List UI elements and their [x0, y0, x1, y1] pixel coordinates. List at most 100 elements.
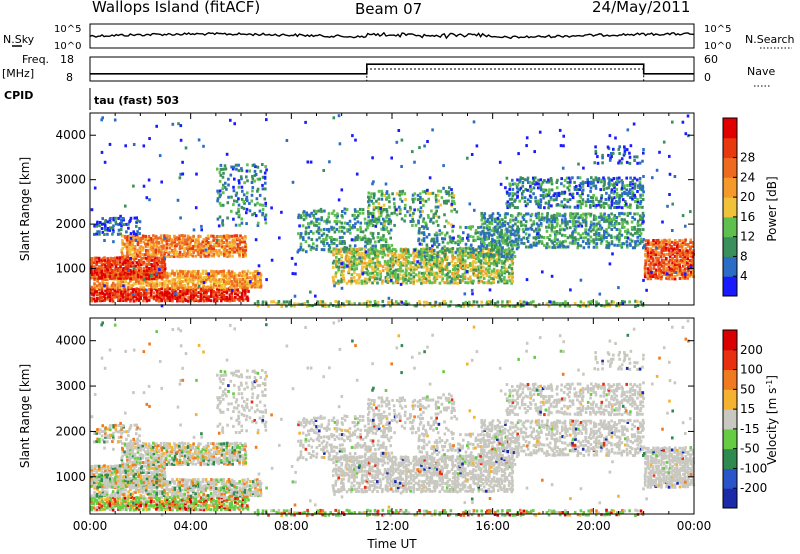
power-cell [412, 267, 416, 271]
power-cell [490, 222, 494, 226]
power-cell [113, 295, 117, 299]
power-cell [332, 281, 336, 285]
power-cell [119, 297, 123, 301]
power-cell [391, 265, 394, 269]
power-cell [631, 186, 635, 190]
power-cell [184, 272, 188, 276]
power-cell [579, 300, 583, 304]
power-cell [592, 202, 595, 206]
power-cell [621, 300, 624, 303]
power-cell [293, 304, 296, 308]
power-cell [141, 234, 145, 238]
power-cell [299, 245, 303, 249]
power-cell [592, 181, 595, 184]
power-cell [249, 280, 252, 284]
power-cell [251, 175, 254, 178]
power-cell [358, 302, 361, 306]
power-cell [541, 180, 545, 184]
power-cell [93, 270, 97, 274]
power-cell [671, 277, 674, 281]
power-cell [526, 212, 530, 216]
power-cell [444, 190, 448, 194]
power-cell [500, 255, 504, 259]
power-cell [584, 222, 588, 226]
power-cell [119, 293, 123, 297]
power-cell [358, 211, 362, 215]
power-cell [623, 184, 626, 188]
power-cell [566, 198, 569, 202]
power-cell [119, 218, 123, 222]
power-cell [565, 205, 569, 209]
power-cell [615, 219, 618, 223]
power-cell [231, 238, 235, 242]
power-cell [111, 228, 115, 232]
power-cell [306, 301, 310, 305]
power-cell [600, 194, 604, 198]
power-cell [459, 259, 462, 263]
power-cell [226, 216, 229, 220]
power-cell [170, 279, 174, 283]
power-cell [153, 267, 157, 271]
power-cell [389, 236, 392, 240]
power-cell [209, 279, 212, 283]
power-cell [634, 231, 637, 235]
power-cell [267, 304, 270, 308]
power-cell [553, 226, 556, 230]
power-cell [315, 230, 319, 234]
power-cell [684, 249, 688, 253]
power-cell [404, 198, 407, 202]
power-cell [386, 273, 390, 277]
power-cell [122, 274, 126, 278]
power-cell [517, 239, 520, 243]
power-cell [358, 273, 361, 277]
power-cell [285, 139, 289, 142]
power-cell [610, 190, 613, 194]
power-cell [593, 214, 596, 218]
power-cell [173, 244, 177, 248]
power-cell [192, 295, 196, 299]
power-cell [498, 234, 502, 237]
power-cell [418, 277, 421, 281]
power-cell [539, 188, 543, 192]
power-cell [608, 304, 611, 308]
power-cell [212, 293, 215, 297]
power-cell [199, 248, 202, 252]
power-cell [620, 243, 624, 247]
power-cell [480, 300, 483, 304]
power-cell [532, 241, 536, 245]
power-cell [556, 212, 559, 216]
power-cell [116, 285, 120, 289]
power-cell [187, 295, 190, 299]
power-cell [367, 191, 371, 195]
power-cell [136, 241, 140, 244]
power-cell [119, 258, 122, 262]
power-cell [522, 230, 526, 234]
power-cell [155, 288, 158, 292]
power-cell [563, 212, 567, 216]
power-cell [240, 282, 244, 285]
power-cell [399, 261, 402, 265]
power-cell [155, 259, 158, 262]
power-cell [435, 219, 438, 223]
power-cell [359, 230, 363, 234]
power-cell [479, 263, 483, 267]
power-cell [487, 269, 490, 273]
power-cell [638, 177, 642, 180]
power-cell [432, 265, 436, 269]
power-cell [472, 249, 475, 253]
power-cell [676, 273, 679, 277]
power-cell [571, 192, 575, 196]
power-cell [332, 241, 336, 245]
power-cell [167, 239, 171, 242]
power-cell [156, 261, 159, 265]
power-cell [285, 304, 288, 308]
power-cell [621, 184, 624, 188]
power-cell [335, 265, 338, 269]
power-cell [270, 206, 273, 210]
power-cell [553, 216, 556, 220]
power-cell [679, 258, 682, 262]
power-cell [315, 220, 318, 224]
power-cell [233, 297, 236, 301]
power-cell [681, 253, 685, 257]
power-cell [256, 274, 260, 278]
